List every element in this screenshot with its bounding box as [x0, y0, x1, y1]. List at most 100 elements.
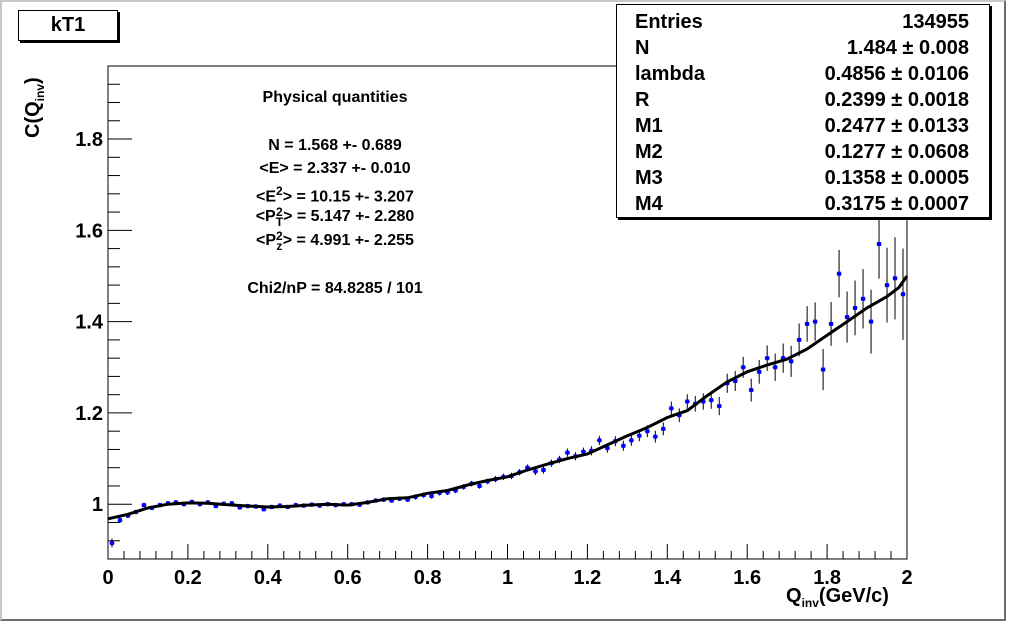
phys-pt-sup: 2 [276, 205, 283, 219]
data-point [405, 497, 410, 502]
data-point [821, 367, 826, 372]
data-point [237, 505, 242, 510]
x-tick-label: 1.6 [733, 567, 761, 589]
stats-key: M2 [635, 141, 663, 163]
data-point [805, 321, 810, 326]
phys-e2-post: > = 10.15 +- 3.207 [282, 188, 414, 206]
data-point [581, 449, 586, 454]
data-point [653, 434, 658, 439]
stats-key: M4 [635, 193, 663, 215]
data-point [877, 242, 882, 247]
stats-key: lambda [635, 63, 706, 85]
data-point [885, 283, 890, 288]
phys-pt-post: > = 5.147 +- 2.280 [283, 208, 415, 226]
data-point [853, 305, 858, 310]
stats-box[interactable]: Entries 134955 N 1.484 ± 0.008 lambda 0.4856 … [616, 4, 990, 218]
data-point [669, 406, 674, 411]
data-point [565, 450, 570, 455]
phys-chi2: Chi2/nP = 84.8285 / 101 [247, 280, 423, 297]
data-point [477, 483, 482, 488]
data-point [757, 369, 762, 374]
stats-row: Entries 134955 [635, 9, 969, 35]
y-axis-label-end: ) [22, 77, 44, 84]
y-tick-label: 1 [92, 494, 103, 516]
phys-e2-sup: 2 [276, 184, 283, 198]
x-axis-label-main: Q [786, 585, 802, 607]
data-point [717, 404, 722, 409]
stats-row: M3 0.1358 ± 0.0005 [635, 165, 969, 191]
x-tick-label: 2 [901, 567, 912, 589]
stats-key: M3 [635, 167, 663, 189]
data-point [109, 541, 114, 546]
data-point [741, 365, 746, 370]
data-point [749, 388, 754, 393]
data-point [533, 469, 538, 474]
data-point [117, 518, 122, 523]
data-point [453, 488, 458, 493]
stats-key: Entries [635, 11, 703, 33]
x-tick-label: 0.8 [414, 567, 442, 589]
x-tick-label: 0.6 [334, 567, 362, 589]
data-point [709, 398, 714, 403]
data-point [789, 359, 794, 364]
stats-value: 0.2477 ± 0.0133 [824, 115, 969, 137]
x-tick-label: 1.2 [573, 567, 601, 589]
y-axis-label: C(Qinv) [22, 77, 47, 138]
stats-row: M4 0.3175 ± 0.0007 [635, 191, 969, 217]
stats-value: 0.4856 ± 0.0106 [824, 63, 969, 85]
x-tick-label: 1.8 [813, 567, 841, 589]
data-point [773, 365, 778, 370]
data-point [677, 413, 682, 418]
stats-row: M1 0.2477 ± 0.0133 [635, 113, 969, 139]
data-point [213, 504, 218, 509]
data-point [525, 465, 530, 470]
phys-e2-pre: <E [256, 188, 277, 206]
data-point [797, 337, 802, 342]
stats-row: lambda 0.4856 ± 0.0106 [635, 61, 969, 87]
stats-value: 1.484 ± 0.008 [846, 37, 969, 59]
stats-value: 0.3175 ± 0.0007 [824, 193, 969, 215]
data-point [869, 319, 874, 324]
phys-n: N = 1.568 +- 0.689 [268, 137, 402, 154]
data-point [541, 467, 546, 472]
y-axis-label-sub: inv [33, 83, 47, 102]
data-point [701, 399, 706, 404]
data-point [261, 507, 266, 512]
phys-pt2: <P 2 T > = 5.147 +- 2.280 [200, 205, 470, 229]
data-point [629, 438, 634, 443]
data-point [661, 426, 666, 431]
phys-pt-sub: T [275, 215, 284, 229]
x-tick-label: 1.4 [653, 567, 682, 589]
x-tick-label: 0 [102, 567, 113, 589]
data-point [893, 276, 898, 281]
phys-pz-sup: 2 [276, 229, 283, 243]
stats-key: N [635, 37, 650, 59]
data-point [901, 292, 906, 297]
x-axis-label-sub: inv [801, 596, 819, 610]
data-point [597, 438, 602, 443]
phys-pz-sub: z [276, 239, 283, 253]
phys-heading: Physical quantities [262, 89, 408, 106]
phys-e2: <E2> = 10.15 +- 3.207 [200, 184, 470, 206]
data-point [389, 498, 394, 503]
stats-key: M1 [635, 115, 663, 137]
histogram-title[interactable]: kT1 [18, 10, 118, 41]
phys-pz-pre: <P [256, 232, 277, 250]
phys-pz-post: > = 4.991 +- 2.255 [282, 232, 414, 250]
data-point [829, 321, 834, 326]
data-point [845, 315, 850, 320]
data-point [813, 319, 818, 324]
stats-value: 0.1358 ± 0.0005 [824, 167, 969, 189]
stats-key: R [635, 89, 650, 111]
data-point [685, 399, 690, 404]
data-point [733, 378, 738, 383]
data-point [637, 433, 642, 438]
phys-e: <E> = 2.337 +- 0.010 [259, 160, 411, 177]
stats-row: N 1.484 ± 0.008 [635, 35, 969, 61]
data-point [605, 446, 610, 451]
x-axis-label-end: (GeV/c) [818, 585, 889, 607]
data-point [429, 494, 434, 499]
stats-row: R 0.2399 ± 0.0018 [635, 87, 969, 113]
